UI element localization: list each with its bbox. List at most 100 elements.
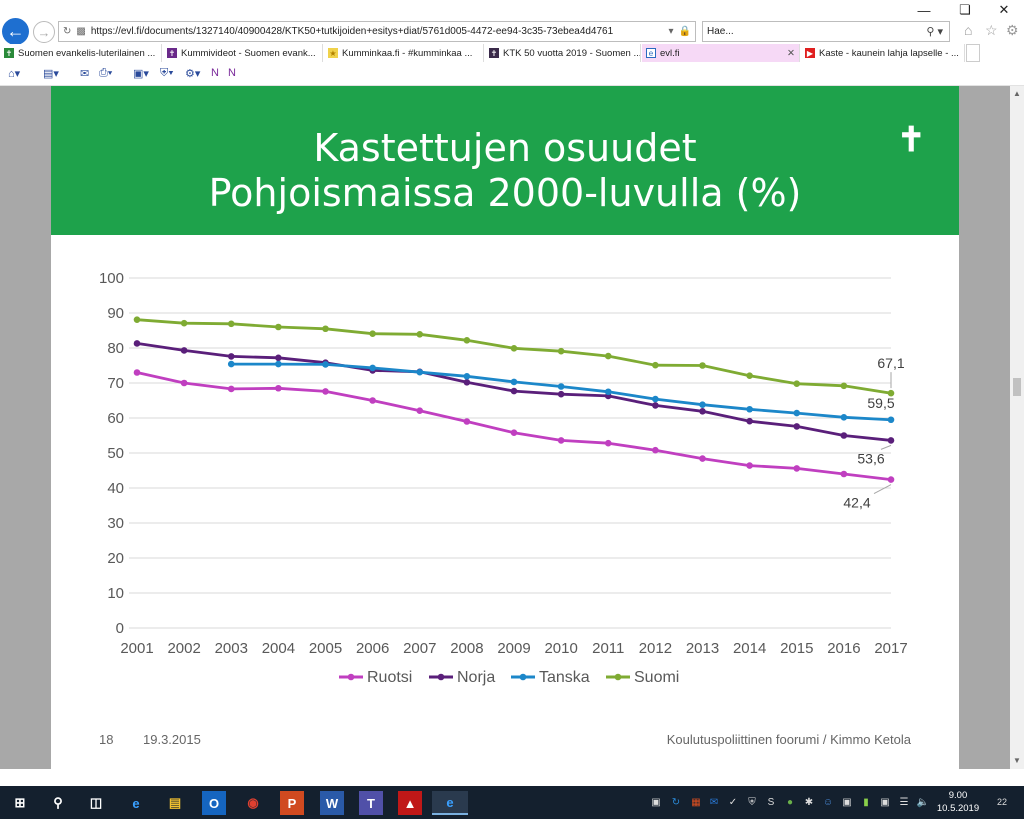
tray-skype-icon[interactable]: S (767, 796, 775, 808)
x-tick-label: 2001 (120, 640, 153, 657)
battery-icon[interactable]: ▮ (863, 796, 869, 808)
clock[interactable]: 9.00 10.5.2019 (936, 789, 980, 815)
data-point-ruotsi (275, 384, 282, 392)
data-point-tanska (227, 360, 235, 368)
legend-marker-suomi (614, 673, 622, 681)
url-field[interactable]: ↻ ▩ https://evl.fi/documents/1327140/409… (58, 21, 696, 42)
search-box[interactable]: ⚲ ▾ (702, 21, 950, 42)
scroll-thumb[interactable] (1013, 378, 1021, 396)
presentation-slide: Kastettujen osuudet Pohjoismaissa 2000-l… (51, 86, 959, 769)
safety-icon[interactable]: ⛨▾ (160, 67, 174, 79)
tools-gear-icon[interactable]: ⚙▾ (185, 68, 201, 80)
favorites-star-icon[interactable]: ☆ (985, 22, 998, 38)
feeds-icon[interactable]: ▤▾ (43, 68, 59, 80)
home-icon[interactable]: ⌂ (964, 22, 973, 38)
url-text[interactable]: https://evl.fi/documents/1327140/4090042… (90, 26, 614, 37)
dropdown-icon[interactable]: ▾ (668, 26, 674, 37)
start-icon[interactable]: ⊞ (14, 795, 26, 810)
data-point-tanska (510, 378, 518, 386)
close-tab-icon[interactable]: ✕ (787, 47, 795, 59)
tray-shield-icon[interactable]: ⛨ (748, 796, 756, 808)
outlook-icon[interactable]: O (202, 791, 226, 815)
status-strip (0, 769, 1024, 786)
x-tick-label: 2002 (167, 640, 200, 657)
minimize-icon[interactable]: — (917, 2, 931, 18)
slide-number: 18 (99, 732, 114, 747)
tab-5[interactable]: ▶ Kaste - kaunein lahja lapselle - ... (801, 44, 965, 62)
page-menu-icon[interactable]: ▣▾ (133, 68, 149, 80)
tray-office-icon[interactable]: ▦ (691, 796, 701, 808)
tray-sync-icon[interactable]: ↻ (671, 796, 681, 808)
internet-explorer-icon[interactable]: e (432, 791, 468, 815)
page-content: Kastettujen osuudet Pohjoismaissa 2000-l… (0, 86, 1010, 769)
data-point-suomi (180, 319, 188, 327)
data-point-norja (275, 354, 282, 362)
data-point-ruotsi (557, 437, 565, 444)
search-icon[interactable]: ⚲ (53, 795, 63, 810)
volume-icon[interactable]: 🔈 (916, 796, 930, 808)
teams-icon[interactable]: T (359, 791, 383, 815)
tray-outlook-icon[interactable]: ✉ (709, 796, 719, 808)
data-point-suomi (133, 316, 141, 323)
x-tick-label: 2006 (356, 640, 389, 657)
file-explorer-icon[interactable]: ▤ (168, 795, 182, 810)
tray-people-icon[interactable]: ☺ (822, 796, 834, 808)
y-tick-label: 20 (107, 550, 124, 567)
close-icon[interactable]: ✕ (998, 2, 1010, 17)
search-icon[interactable]: ⚲ ▾ (926, 26, 943, 38)
onenote-linked-icon[interactable]: N (228, 67, 236, 79)
word-icon[interactable]: W (320, 791, 344, 815)
tray-check-icon[interactable]: ✓ (728, 796, 738, 808)
tab-4[interactable]: e evl.fi ✕ (642, 44, 800, 62)
new-tab-button[interactable] (966, 44, 980, 62)
back-button[interactable]: ← (2, 18, 29, 45)
search-input[interactable] (707, 26, 917, 37)
refresh-icon[interactable]: ↻ (63, 26, 72, 37)
data-point-tanska (557, 383, 565, 390)
forward-button[interactable]: → (33, 21, 55, 43)
tab-bar: ✝ Suomen evankelis-luterilainen ... ✝ Ku… (0, 44, 1024, 62)
powerpoint-icon[interactable]: P (280, 791, 304, 815)
data-point-suomi (416, 331, 424, 338)
notification-center-icon[interactable]: 22 (992, 794, 1012, 810)
chrome-icon[interactable]: ◉ (247, 795, 259, 810)
print-icon[interactable]: ⎙▾ (99, 67, 113, 79)
slide-header: Kastettujen osuudet Pohjoismaissa 2000-l… (51, 86, 959, 235)
tray-monitor-icon[interactable]: ▣ (880, 796, 890, 808)
settings-gear-icon[interactable]: ⚙ (1006, 22, 1019, 38)
tab-2[interactable]: ★ Kumminkaa.fi - #kumminkaa ... (324, 44, 484, 62)
legend-label-ruotsi: Ruotsi (367, 669, 412, 686)
tray-app3-icon[interactable]: ▣ (842, 796, 852, 808)
data-point-norja (557, 390, 565, 398)
y-tick-label: 90 (107, 305, 124, 322)
vertical-scrollbar[interactable]: ▲ ▼ (1010, 86, 1024, 769)
tray-app-icon[interactable]: ▣ (651, 796, 661, 808)
mail-icon[interactable]: ✉ (80, 68, 90, 80)
acrobat-icon[interactable]: ▲ (398, 791, 422, 815)
scroll-up-icon[interactable]: ▲ (1013, 89, 1021, 98)
data-point-tanska (322, 361, 329, 368)
task-view-icon[interactable]: ◫ (89, 795, 103, 810)
restore-icon[interactable]: ❏ (959, 2, 971, 17)
onenote-icon[interactable]: N (211, 67, 219, 79)
tab-1[interactable]: ✝ Kummivideot - Suomen evank... (163, 44, 323, 62)
data-point-ruotsi (369, 397, 376, 404)
data-point-tanska (840, 414, 848, 421)
edge-icon[interactable]: e (132, 795, 140, 811)
home-icon[interactable]: ⌂▾ (8, 68, 21, 80)
data-point-norja (510, 387, 518, 395)
data-point-norja (227, 353, 235, 360)
tab-3[interactable]: ✝ KTK 50 vuotta 2019 - Suomen ... (485, 44, 641, 62)
data-point-suomi (699, 362, 706, 369)
wifi-icon[interactable]: ☰ (899, 796, 909, 808)
bluetooth-icon[interactable]: ✱ (804, 796, 814, 808)
scroll-down-icon[interactable]: ▼ (1013, 756, 1021, 765)
x-tick-label: 2012 (639, 640, 672, 657)
tab-0[interactable]: ✝ Suomen evankelis-luterilainen ... (0, 44, 162, 62)
tray-app2-icon[interactable]: ● (786, 796, 794, 808)
x-tick-label: 2005 (309, 640, 342, 657)
command-bar: ⌂▾ ▤▾ ✉ ⎙▾ ▣▾ ⛨▾ ⚙▾ N N (0, 62, 1024, 86)
lock-icon[interactable]: 🔒 (678, 26, 691, 37)
x-tick-label: 2011 (592, 640, 624, 657)
